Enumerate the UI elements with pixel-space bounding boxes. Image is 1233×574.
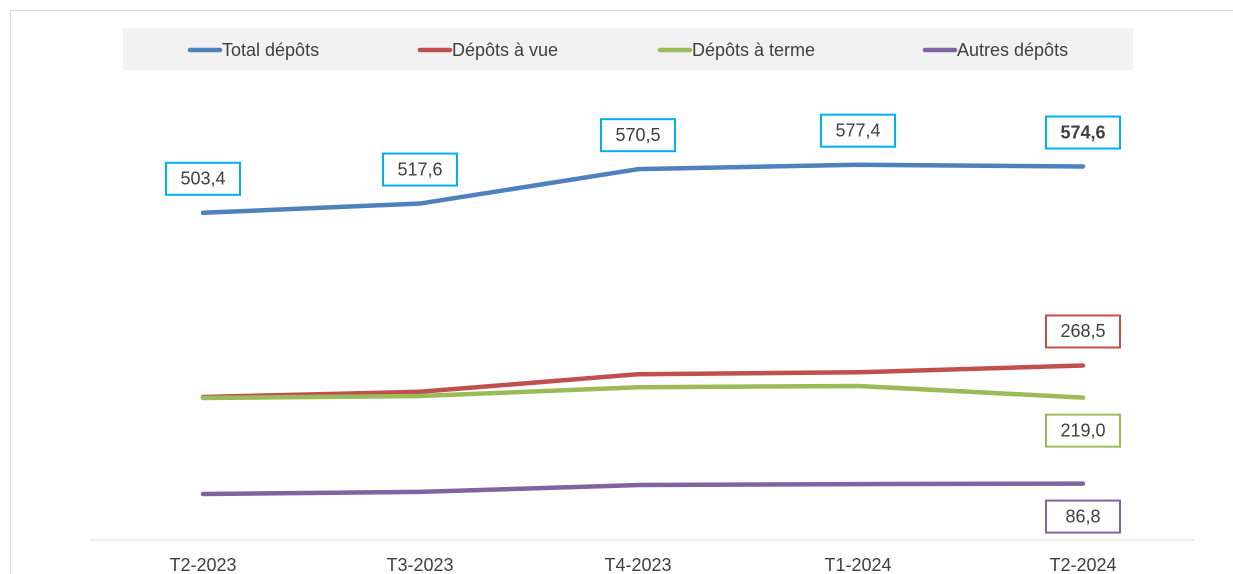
data-label-box (165, 161, 241, 196)
legend-label: Dépôts à terme (692, 40, 815, 60)
line (200, 363, 1086, 400)
legend-label: Autres dépôts (957, 40, 1068, 60)
data-label: 570,5 (615, 125, 660, 145)
data-label-box (382, 152, 458, 187)
data-label-box (1045, 115, 1121, 150)
data-label: 86,8 (1065, 506, 1100, 526)
data-label-box (600, 118, 676, 153)
chart-frame (10, 10, 1233, 574)
line (200, 383, 1086, 401)
legend-label: Dépôts à vue (452, 40, 558, 60)
x-tick-label: T1-2024 (824, 555, 891, 574)
legend-label: Total dépôts (222, 40, 319, 60)
data-label-box (820, 113, 896, 148)
data-label-box (1045, 499, 1121, 534)
data-label-box (1045, 314, 1121, 349)
line (200, 162, 1086, 216)
data-label: 268,5 (1060, 321, 1105, 341)
x-tick-label: T2-2023 (169, 555, 236, 574)
x-tick-label: T4-2023 (604, 555, 671, 574)
x-tick-label: T2-2024 (1049, 555, 1116, 574)
legend-box (123, 28, 1133, 70)
data-label: 574,6 (1060, 122, 1105, 142)
data-label: 517,6 (397, 159, 442, 179)
data-label: 219,0 (1060, 420, 1105, 440)
data-label: 503,4 (180, 169, 225, 189)
line (200, 481, 1086, 497)
x-tick-label: T3-2023 (386, 555, 453, 574)
data-label: 577,4 (835, 120, 880, 140)
data-label-box (1045, 413, 1121, 448)
